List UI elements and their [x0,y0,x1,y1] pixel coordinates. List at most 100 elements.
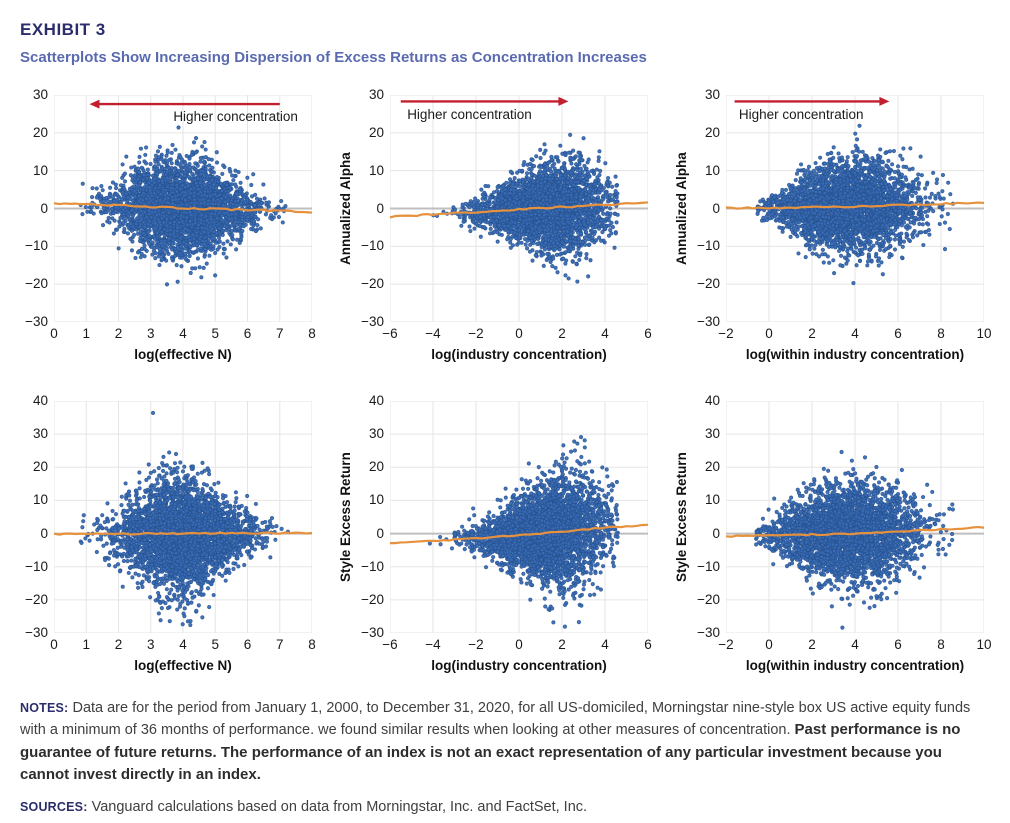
y-tick-label: 20 [704,124,720,140]
y-tick-label: 40 [32,393,48,408]
scatter-plot-area [54,95,312,322]
y-tick-label: −30 [25,625,48,640]
chart-alpha-effective-n: −30 −20 −10 0 10 20 30 0 1 2 3 4 5 6 7 8 log(effective N… [0,85,336,385]
y-tick-label: 30 [704,426,720,442]
x-tick-label: 2 [558,637,566,652]
y-tick-label: 20 [32,459,48,475]
y-tick-label: 10 [32,492,48,508]
x-tick-label: 6 [644,326,652,341]
chart-style-effective-n: −30 −20 −10 0 10 20 30 40 0 1 2 3 4 5 6 7 8 log(effective… [0,385,336,697]
x-tick-label: −2 [468,326,484,341]
y-tick-label: 30 [368,426,384,442]
scatter-plot-area [390,95,648,322]
x-tick-label: 4 [601,326,609,341]
x-tick-label: 6 [243,326,252,341]
scatterplot-grid: −30 −20 −10 0 10 20 30 0 1 2 3 4 5 6 7 8 log(effective N… [0,85,1010,697]
x-tick-label: 6 [894,326,902,341]
y-tick-label: 10 [368,162,384,178]
x-tick-label: 7 [275,326,284,341]
x-axis-title: log(within industry concentration) [745,658,965,673]
scatter-plot-area [726,401,984,633]
y-tick-label: 10 [32,162,48,178]
x-axis-title: log(industry concentration) [431,347,607,362]
x-tick-label: 5 [211,637,220,652]
x-tick-label: 2 [808,637,816,652]
x-tick-label: 2 [808,326,816,341]
x-tick-label: 0 [50,637,58,652]
y-tick-label: 30 [32,426,48,442]
y-tick-label: 40 [704,393,720,408]
y-tick-label: 0 [712,200,720,216]
x-tick-label: −2 [718,637,734,652]
x-tick-label: 8 [937,637,945,652]
figure-header: EXHIBIT 3 Scatterplots Show Increasing D… [0,0,1010,66]
x-tick-label: 0 [515,326,523,341]
x-tick-label: 8 [308,326,316,341]
x-tick-label: −2 [718,326,734,341]
y-tick-label: −10 [25,558,48,574]
x-tick-label: 2 [114,326,123,341]
y-tick-label: 10 [704,492,720,508]
x-axis-title: log(effective N) [134,347,232,362]
y-tick-label: 20 [704,459,720,475]
x-tick-label: 4 [601,637,609,652]
x-tick-label: −2 [468,637,484,652]
y-tick-label: 30 [32,87,48,102]
y-tick-label: 0 [40,525,48,541]
x-tick-label: 4 [851,326,859,341]
scatter-plot-area [390,401,648,633]
x-tick-label: 0 [765,326,773,341]
x-tick-label: 8 [308,637,316,652]
x-tick-label: 4 [851,637,859,652]
y-tick-label: −10 [25,238,48,254]
x-tick-label: 5 [211,326,220,341]
y-tick-label: 0 [40,200,48,216]
y-tick-label: −10 [697,238,720,254]
x-tick-label: 2 [558,326,566,341]
x-tick-label: −4 [425,326,441,341]
x-tick-label: 0 [515,637,523,652]
y-tick-label: 20 [368,124,384,140]
y-tick-label: 0 [376,525,384,541]
x-tick-label: −6 [382,637,398,652]
y-tick-label: 40 [368,393,384,408]
x-axis-title: log(within industry concentration) [745,347,965,362]
y-tick-label: 20 [368,459,384,475]
y-tick-label: 0 [376,200,384,216]
x-tick-label: 1 [82,637,91,652]
sources-label: SOURCES: [20,799,88,814]
chart-style-industry-concentration: Style Excess Return −30 −20 −10 0 10 20 30 40 −6−… [336,385,672,697]
y-tick-label: −10 [361,558,384,574]
chart-style-within-industry: Style Excess Return −30 −20 −10 0 10 20 30 40 −2 0… [672,385,1010,697]
scatter-plot-area [54,401,312,633]
x-tick-label: 1 [82,326,91,341]
figure-title: Scatterplots Show Increasing Dispersion … [20,49,647,66]
y-tick-label: −10 [697,558,720,574]
y-tick-label: 10 [368,492,384,508]
sources-paragraph: SOURCES: Vanguard calculations based on … [20,799,986,815]
y-tick-label: −20 [361,591,384,607]
y-tick-label: −30 [697,314,720,329]
y-tick-label: −10 [361,238,384,254]
y-tick-label: 10 [704,162,720,178]
y-tick-label: −30 [361,625,384,640]
x-tick-label: 6 [894,637,902,652]
sources-body: Vanguard calculations based on data from… [87,798,588,815]
x-tick-label: −4 [425,637,441,652]
notes-label: NOTES: [20,701,69,715]
y-tick-label: −20 [361,276,384,292]
notes-paragraph: NOTES: Data are for the period from Janu… [20,698,986,787]
notes-block: NOTES: Data are for the period from Janu… [20,698,986,815]
x-axis-title: log(effective N) [134,658,232,673]
scatter-plot-area [726,95,984,322]
x-tick-label: 0 [765,637,773,652]
x-tick-label: −6 [382,326,398,341]
y-tick-label: −20 [697,276,720,292]
y-tick-label: 30 [368,87,384,102]
y-tick-label: 0 [712,525,720,541]
x-axis-title: log(industry concentration) [431,658,607,673]
y-tick-label: −30 [361,314,384,329]
x-tick-label: 3 [146,637,155,652]
chart-alpha-within-industry: Annualized Alpha −30 −20 −10 0 10 20 30 −2 0 2 4 6 8 1… [672,85,1010,385]
y-tick-label: −20 [697,591,720,607]
